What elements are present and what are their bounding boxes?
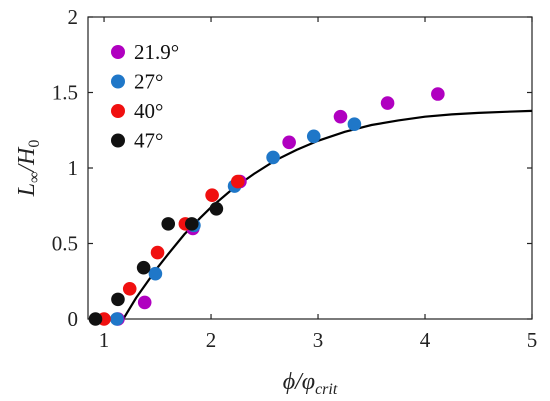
y-tick-label: 2 xyxy=(68,5,79,29)
x-tick-label: 4 xyxy=(420,328,431,352)
y-tick-label: 1 xyxy=(68,156,79,180)
legend-marker-2 xyxy=(111,104,125,118)
data-point-series-0 xyxy=(137,295,152,310)
x-axis-label-main: ϕ/φ xyxy=(283,369,315,395)
x-axis-label: ϕ/φcrit xyxy=(283,369,338,398)
data-point-series-1 xyxy=(148,266,163,281)
x-tick-label: 5 xyxy=(527,328,538,352)
data-points xyxy=(88,87,445,326)
data-point-series-2 xyxy=(122,282,137,296)
y-axis-label-sub2: 0 xyxy=(26,140,43,148)
x-axis-label-sub: crit xyxy=(315,381,338,398)
data-point-series-3 xyxy=(184,217,199,231)
data-point-series-3 xyxy=(111,292,125,307)
legend: 21.9° 27° 40° 47° xyxy=(111,40,179,153)
legend-label-1: 27° xyxy=(134,70,163,94)
data-point-series-2 xyxy=(205,188,219,202)
data-point-series-1 xyxy=(347,117,362,132)
x-tick-label: 1 xyxy=(99,328,110,352)
data-point-series-3 xyxy=(136,260,151,275)
y-axis-label-mid: /H xyxy=(14,146,40,174)
data-point-series-1 xyxy=(110,312,124,326)
data-point-series-1 xyxy=(306,129,321,144)
data-point-series-3 xyxy=(88,312,103,326)
x-tick-label: 2 xyxy=(206,328,217,352)
ticks: 1 2 3 4 5 0 0.5 1 1.5 2 xyxy=(52,5,538,352)
y-axis-label-sub: ∞ xyxy=(26,172,43,183)
data-point-series-0 xyxy=(380,96,395,110)
data-point-series-0 xyxy=(333,109,348,124)
data-point-series-0 xyxy=(431,87,445,101)
y-tick-label: 1.5 xyxy=(52,81,78,105)
data-point-series-2 xyxy=(150,245,165,260)
legend-marker-3 xyxy=(111,133,125,148)
y-tick-label: 0.5 xyxy=(52,232,78,256)
x-tick-label: 3 xyxy=(313,328,324,352)
data-point-series-0 xyxy=(282,135,296,150)
legend-marker-1 xyxy=(111,74,125,89)
legend-label-3: 47° xyxy=(134,129,163,153)
legend-label-2: 40° xyxy=(134,99,163,123)
legend-label-0: 21.9° xyxy=(134,40,179,64)
data-point-series-3 xyxy=(209,201,224,216)
y-axis-label-main: L xyxy=(14,183,40,197)
data-point-series-3 xyxy=(161,217,176,231)
data-point-series-1 xyxy=(266,150,280,165)
legend-marker-0 xyxy=(111,45,125,59)
data-point-series-2 xyxy=(230,174,245,189)
y-axis-label: L∞/H0 xyxy=(14,140,43,198)
y-tick-label: 0 xyxy=(68,307,79,331)
